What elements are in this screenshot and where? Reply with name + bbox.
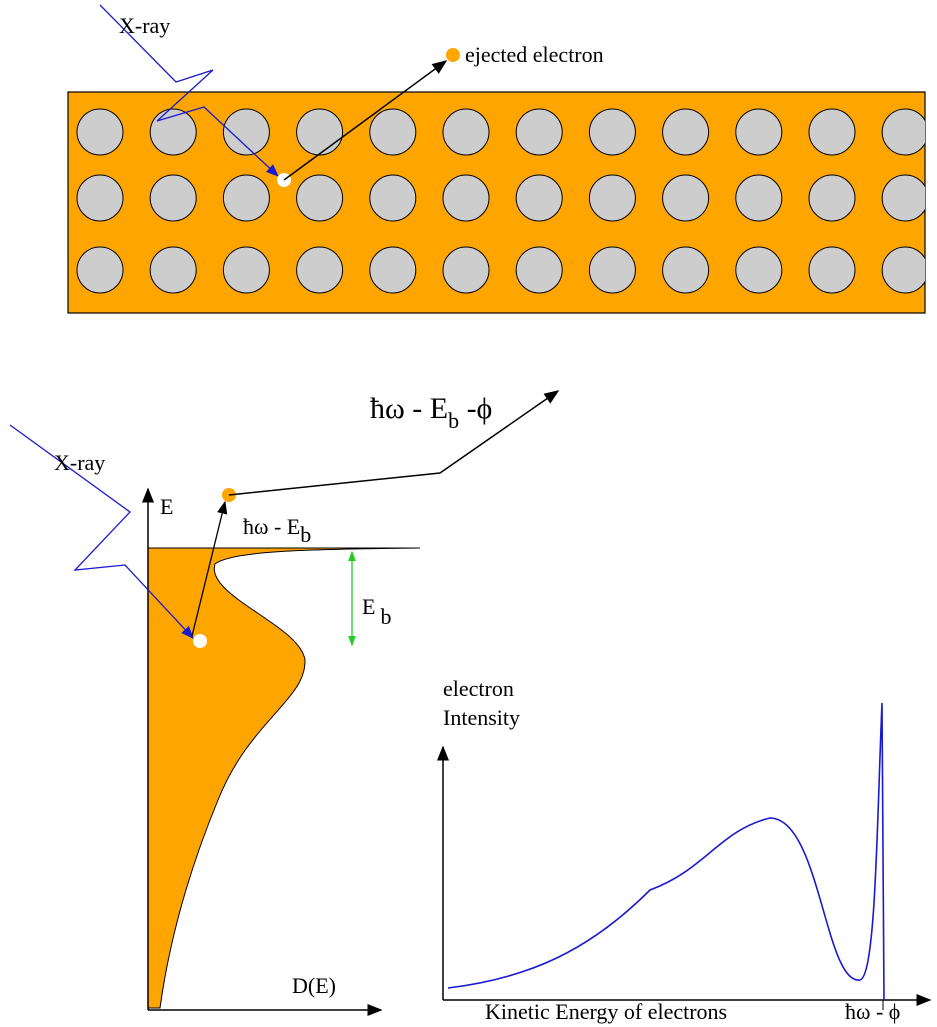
- level-sub: b: [300, 522, 311, 547]
- atom: [663, 109, 709, 155]
- atom: [663, 247, 709, 293]
- density-of-states: [148, 548, 420, 1008]
- atom: [77, 247, 123, 293]
- core-electron-2: [193, 634, 207, 648]
- binding-sub: b: [380, 604, 391, 629]
- atom: [882, 247, 928, 293]
- atom: [589, 109, 635, 155]
- atom: [297, 175, 343, 221]
- atom: [77, 175, 123, 221]
- atom: [77, 109, 123, 155]
- atom: [443, 175, 489, 221]
- atom: [516, 175, 562, 221]
- escape-formula: ħω - Eb -ϕ: [370, 392, 492, 433]
- binding-main: E: [362, 594, 375, 619]
- spectrum-curve: [448, 703, 884, 1000]
- atom: [370, 109, 416, 155]
- atom: [150, 247, 196, 293]
- atom: [736, 109, 782, 155]
- intensity-label-2: Intensity: [443, 705, 520, 730]
- atom: [809, 109, 855, 155]
- d-axis-label: D(E): [292, 973, 336, 998]
- atom: [297, 247, 343, 293]
- atom: [516, 247, 562, 293]
- formula-main: ħω - E: [370, 392, 448, 425]
- atom: [882, 175, 928, 221]
- edge-label: ħω - ϕ: [845, 999, 900, 1024]
- atom: [663, 175, 709, 221]
- e-axis-label: E: [160, 494, 173, 519]
- xray-label: X-ray: [119, 13, 170, 38]
- atom: [809, 247, 855, 293]
- atom: [882, 109, 928, 155]
- crystal: [68, 92, 928, 313]
- atom: [736, 247, 782, 293]
- ejected-electron: [446, 48, 460, 62]
- xray-label-2: X-ray: [54, 450, 105, 475]
- intensity-label-1: electron: [443, 676, 514, 701]
- atom: [370, 175, 416, 221]
- atom: [297, 109, 343, 155]
- electron-label: ejected electron: [465, 42, 604, 67]
- atom: [370, 247, 416, 293]
- atom: [443, 109, 489, 155]
- level-label: ħω - Eb: [243, 514, 311, 547]
- atom: [223, 175, 269, 221]
- page: {"top": {"xray_label": "X-ray", "electro…: [0, 0, 937, 1027]
- atom: [809, 175, 855, 221]
- atom: [736, 175, 782, 221]
- level-main: ħω - E: [243, 514, 300, 539]
- atom: [223, 247, 269, 293]
- energy-label: Kinetic Energy of electrons: [485, 999, 727, 1024]
- formula-tail: -ϕ: [459, 392, 492, 425]
- formula-sub: b: [448, 408, 459, 433]
- atom: [443, 247, 489, 293]
- atom: [589, 175, 635, 221]
- diagram: X-ray ejected electron ħω - Eb -ϕ X-ray …: [0, 0, 937, 1027]
- atom: [589, 247, 635, 293]
- atom: [150, 175, 196, 221]
- atom: [516, 109, 562, 155]
